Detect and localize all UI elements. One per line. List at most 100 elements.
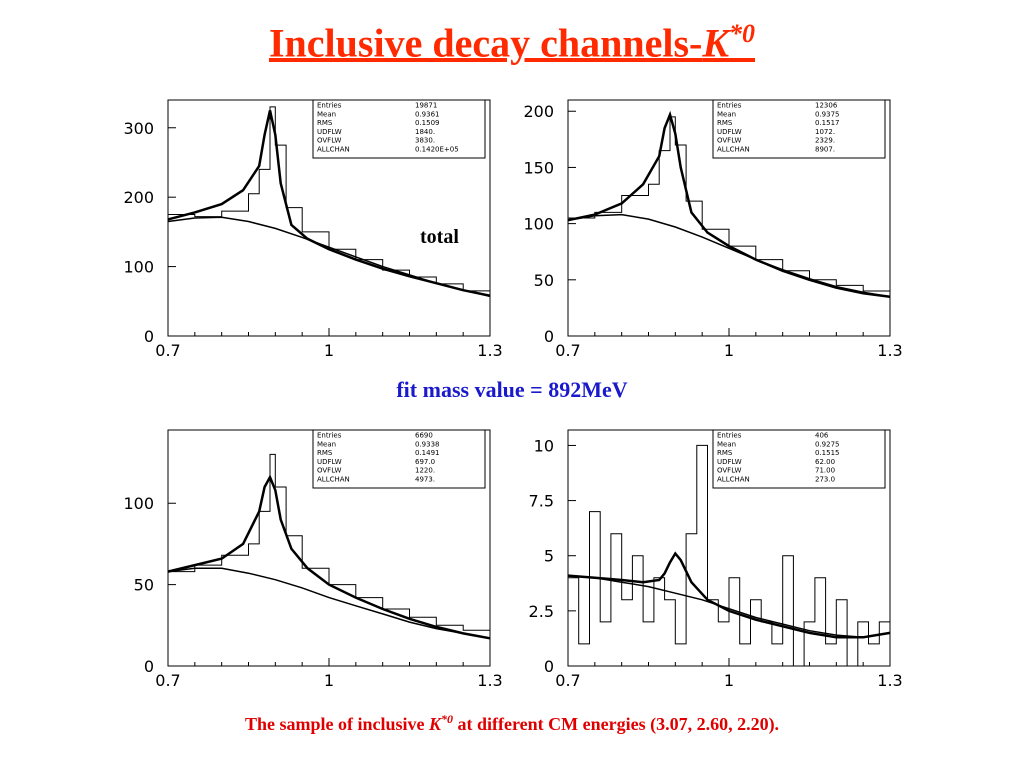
stats-key: UDFLW bbox=[317, 458, 342, 466]
stats-key: OVFLW bbox=[317, 137, 341, 145]
stats-key: Mean bbox=[717, 440, 736, 448]
stats-value: 0.9275 bbox=[815, 440, 840, 448]
stats-value: 6690 bbox=[415, 432, 433, 440]
slide-title-text: Inclusive decay channels- bbox=[268, 20, 703, 66]
x-tick-label: 1.3 bbox=[877, 671, 902, 690]
stats-value: 2329. bbox=[815, 137, 835, 145]
panel-label: total bbox=[420, 226, 459, 248]
caption-text-after: at different CM energies (3.07, 2.60, 2.… bbox=[452, 714, 780, 734]
y-tick-label: 100 bbox=[123, 258, 154, 277]
x-tick-label: 1 bbox=[724, 341, 734, 360]
stats-value: 0.1517 bbox=[815, 119, 840, 127]
x-tick-label: 1 bbox=[324, 341, 334, 360]
x-tick-label: 0.7 bbox=[155, 671, 180, 690]
stats-value: 0.1509 bbox=[415, 119, 440, 127]
stats-key: UDFLW bbox=[317, 128, 342, 136]
y-tick-label: 300 bbox=[123, 119, 154, 138]
background-fit-curve bbox=[167, 567, 491, 640]
stats-value: 12306 bbox=[815, 102, 838, 110]
x-tick-label: 1.3 bbox=[877, 341, 902, 360]
stats-key: Entries bbox=[717, 432, 742, 440]
stats-value: 19871 bbox=[415, 102, 437, 110]
stats-value: 62.00 bbox=[815, 458, 835, 466]
stats-key: OVFLW bbox=[317, 467, 341, 475]
stats-key: Mean bbox=[317, 440, 336, 448]
chart-panel-bottom-right: 0 2.5 5 7.5 10 0.7 1 1.3 Entries 406 Mean 0.9275 RMS… bbox=[529, 429, 903, 690]
stats-key: ALLCHAN bbox=[317, 146, 350, 154]
y-tick-label: 2.5 bbox=[529, 602, 554, 621]
stats-box bbox=[312, 99, 486, 159]
stats-key: RMS bbox=[317, 449, 333, 457]
background-fit-curve bbox=[567, 213, 891, 298]
stats-key: RMS bbox=[717, 119, 733, 127]
y-tick-label: 200 bbox=[523, 102, 554, 121]
x-tick-label: 0.7 bbox=[155, 341, 180, 360]
slide-title-superscript: *0 bbox=[729, 19, 756, 48]
stats-key: Entries bbox=[317, 102, 342, 110]
total-fit-curve bbox=[567, 551, 891, 639]
stats-value: 1840. bbox=[415, 128, 435, 136]
stats-value: 71.00 bbox=[815, 467, 835, 475]
x-tick-label: 0.7 bbox=[555, 671, 580, 690]
x-tick-label: 1.3 bbox=[477, 671, 502, 690]
total-fit-curve bbox=[167, 110, 491, 297]
slide-title-particle: K bbox=[702, 20, 730, 66]
stats-value: 0.1491 bbox=[415, 449, 440, 457]
stats-key: Entries bbox=[317, 432, 342, 440]
x-tick-label: 0.7 bbox=[555, 341, 580, 360]
stats-value: 0.9338 bbox=[415, 440, 440, 448]
y-tick-label: 10 bbox=[534, 436, 554, 455]
stats-value: 1072. bbox=[815, 128, 835, 136]
total-fit-curve bbox=[167, 474, 491, 640]
stats-value: 697.0 bbox=[415, 458, 435, 466]
caption-superscript: *0 bbox=[440, 712, 453, 726]
stats-key: ALLCHAN bbox=[317, 476, 350, 484]
y-tick-label: 0 bbox=[544, 657, 554, 676]
stats-value: 0.1420E+05 bbox=[415, 146, 459, 154]
stats-key: Entries bbox=[717, 102, 742, 110]
y-tick-label: 0 bbox=[544, 327, 554, 346]
y-tick-label: 150 bbox=[523, 158, 554, 177]
stats-key: ALLCHAN bbox=[717, 146, 750, 154]
stats-value: 0.1515 bbox=[815, 449, 840, 457]
x-tick-label: 1.3 bbox=[477, 341, 502, 360]
y-tick-label: 7.5 bbox=[529, 492, 554, 511]
stats-box bbox=[712, 429, 886, 489]
x-tick-label: 1 bbox=[324, 671, 334, 690]
y-tick-label: 200 bbox=[123, 188, 154, 207]
stats-key: RMS bbox=[317, 119, 333, 127]
stats-value: 0.9375 bbox=[815, 110, 840, 118]
stats-key: UDFLW bbox=[717, 128, 742, 136]
stats-value: 8907. bbox=[815, 146, 835, 154]
y-tick-label: 50 bbox=[134, 576, 154, 595]
stats-key: RMS bbox=[717, 449, 733, 457]
y-tick-label: 50 bbox=[534, 271, 554, 290]
slide-caption: The sample of inclusive K*0 at different… bbox=[0, 712, 1024, 735]
stats-key: Mean bbox=[317, 110, 336, 118]
stats-box bbox=[312, 429, 486, 489]
stats-box bbox=[712, 99, 886, 159]
y-tick-label: 0 bbox=[144, 657, 154, 676]
stats-key: ALLCHAN bbox=[717, 476, 750, 484]
data-histogram bbox=[168, 453, 490, 631]
stats-key: UDFLW bbox=[717, 458, 742, 466]
background-fit-curve bbox=[567, 574, 891, 639]
y-tick-label: 5 bbox=[544, 547, 554, 566]
stats-value: 4973. bbox=[415, 476, 435, 484]
stats-value: 1220. bbox=[415, 467, 435, 475]
stats-value: 3830. bbox=[415, 137, 435, 145]
y-tick-label: 100 bbox=[523, 215, 554, 234]
chart-panel-top-left: 0 100 200 300 0.7 1 1.3 Entries 19871 Mean 0.9361 R… bbox=[123, 99, 503, 360]
stats-value: 273.0 bbox=[815, 476, 835, 484]
caption-text-before: The sample of inclusive bbox=[244, 714, 429, 734]
chart-panel-bottom-left: 0 50 100 0.7 1 1.3 Entries 6690 Mean 0.9338 RMS 0.1… bbox=[123, 429, 503, 690]
slide-title: Inclusive decay channels-K*0 bbox=[0, 18, 1024, 67]
total-fit-curve bbox=[567, 110, 891, 298]
stats-key: OVFLW bbox=[717, 467, 741, 475]
stats-key: Mean bbox=[717, 110, 736, 118]
stats-key: OVFLW bbox=[717, 137, 741, 145]
chart-panel-top-right: 0 50 100 150 200 0.7 1 1.3 Entries 12306 Mean 0.937… bbox=[523, 99, 903, 360]
y-tick-label: 100 bbox=[123, 494, 154, 513]
stats-value: 0.9361 bbox=[415, 110, 440, 118]
